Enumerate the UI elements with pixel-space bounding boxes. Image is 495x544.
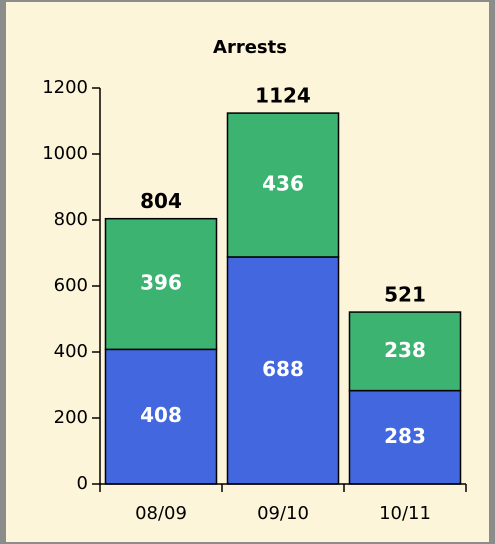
x-tick-label: 09/10 (257, 503, 309, 524)
value-label: 436 (262, 172, 304, 196)
chart-title: Arrests (213, 37, 287, 58)
total-label: 521 (384, 283, 426, 307)
value-label: 396 (140, 271, 182, 295)
value-label: 283 (384, 424, 426, 448)
y-tick-label: 0 (77, 473, 88, 494)
y-tick-label: 1000 (42, 143, 88, 164)
bar-segment (104, 348, 218, 485)
total-label: 1124 (255, 84, 311, 108)
bar-segment (104, 217, 218, 351)
bar-segment (348, 311, 462, 392)
total-label: 804 (140, 189, 182, 213)
value-label: 238 (384, 338, 426, 362)
bar-segment (226, 112, 340, 258)
y-tick-label: 200 (54, 407, 88, 428)
x-tick-label: 08/09 (135, 503, 187, 524)
value-label: 688 (262, 357, 304, 381)
bar-segment (348, 389, 462, 485)
bar-segment (226, 256, 340, 485)
x-tick-label: 10/11 (379, 503, 431, 524)
value-label: 408 (140, 403, 182, 427)
y-tick-label: 400 (54, 341, 88, 362)
y-tick-label: 1200 (42, 77, 88, 98)
y-tick-label: 600 (54, 275, 88, 296)
y-tick-label: 800 (54, 209, 88, 230)
